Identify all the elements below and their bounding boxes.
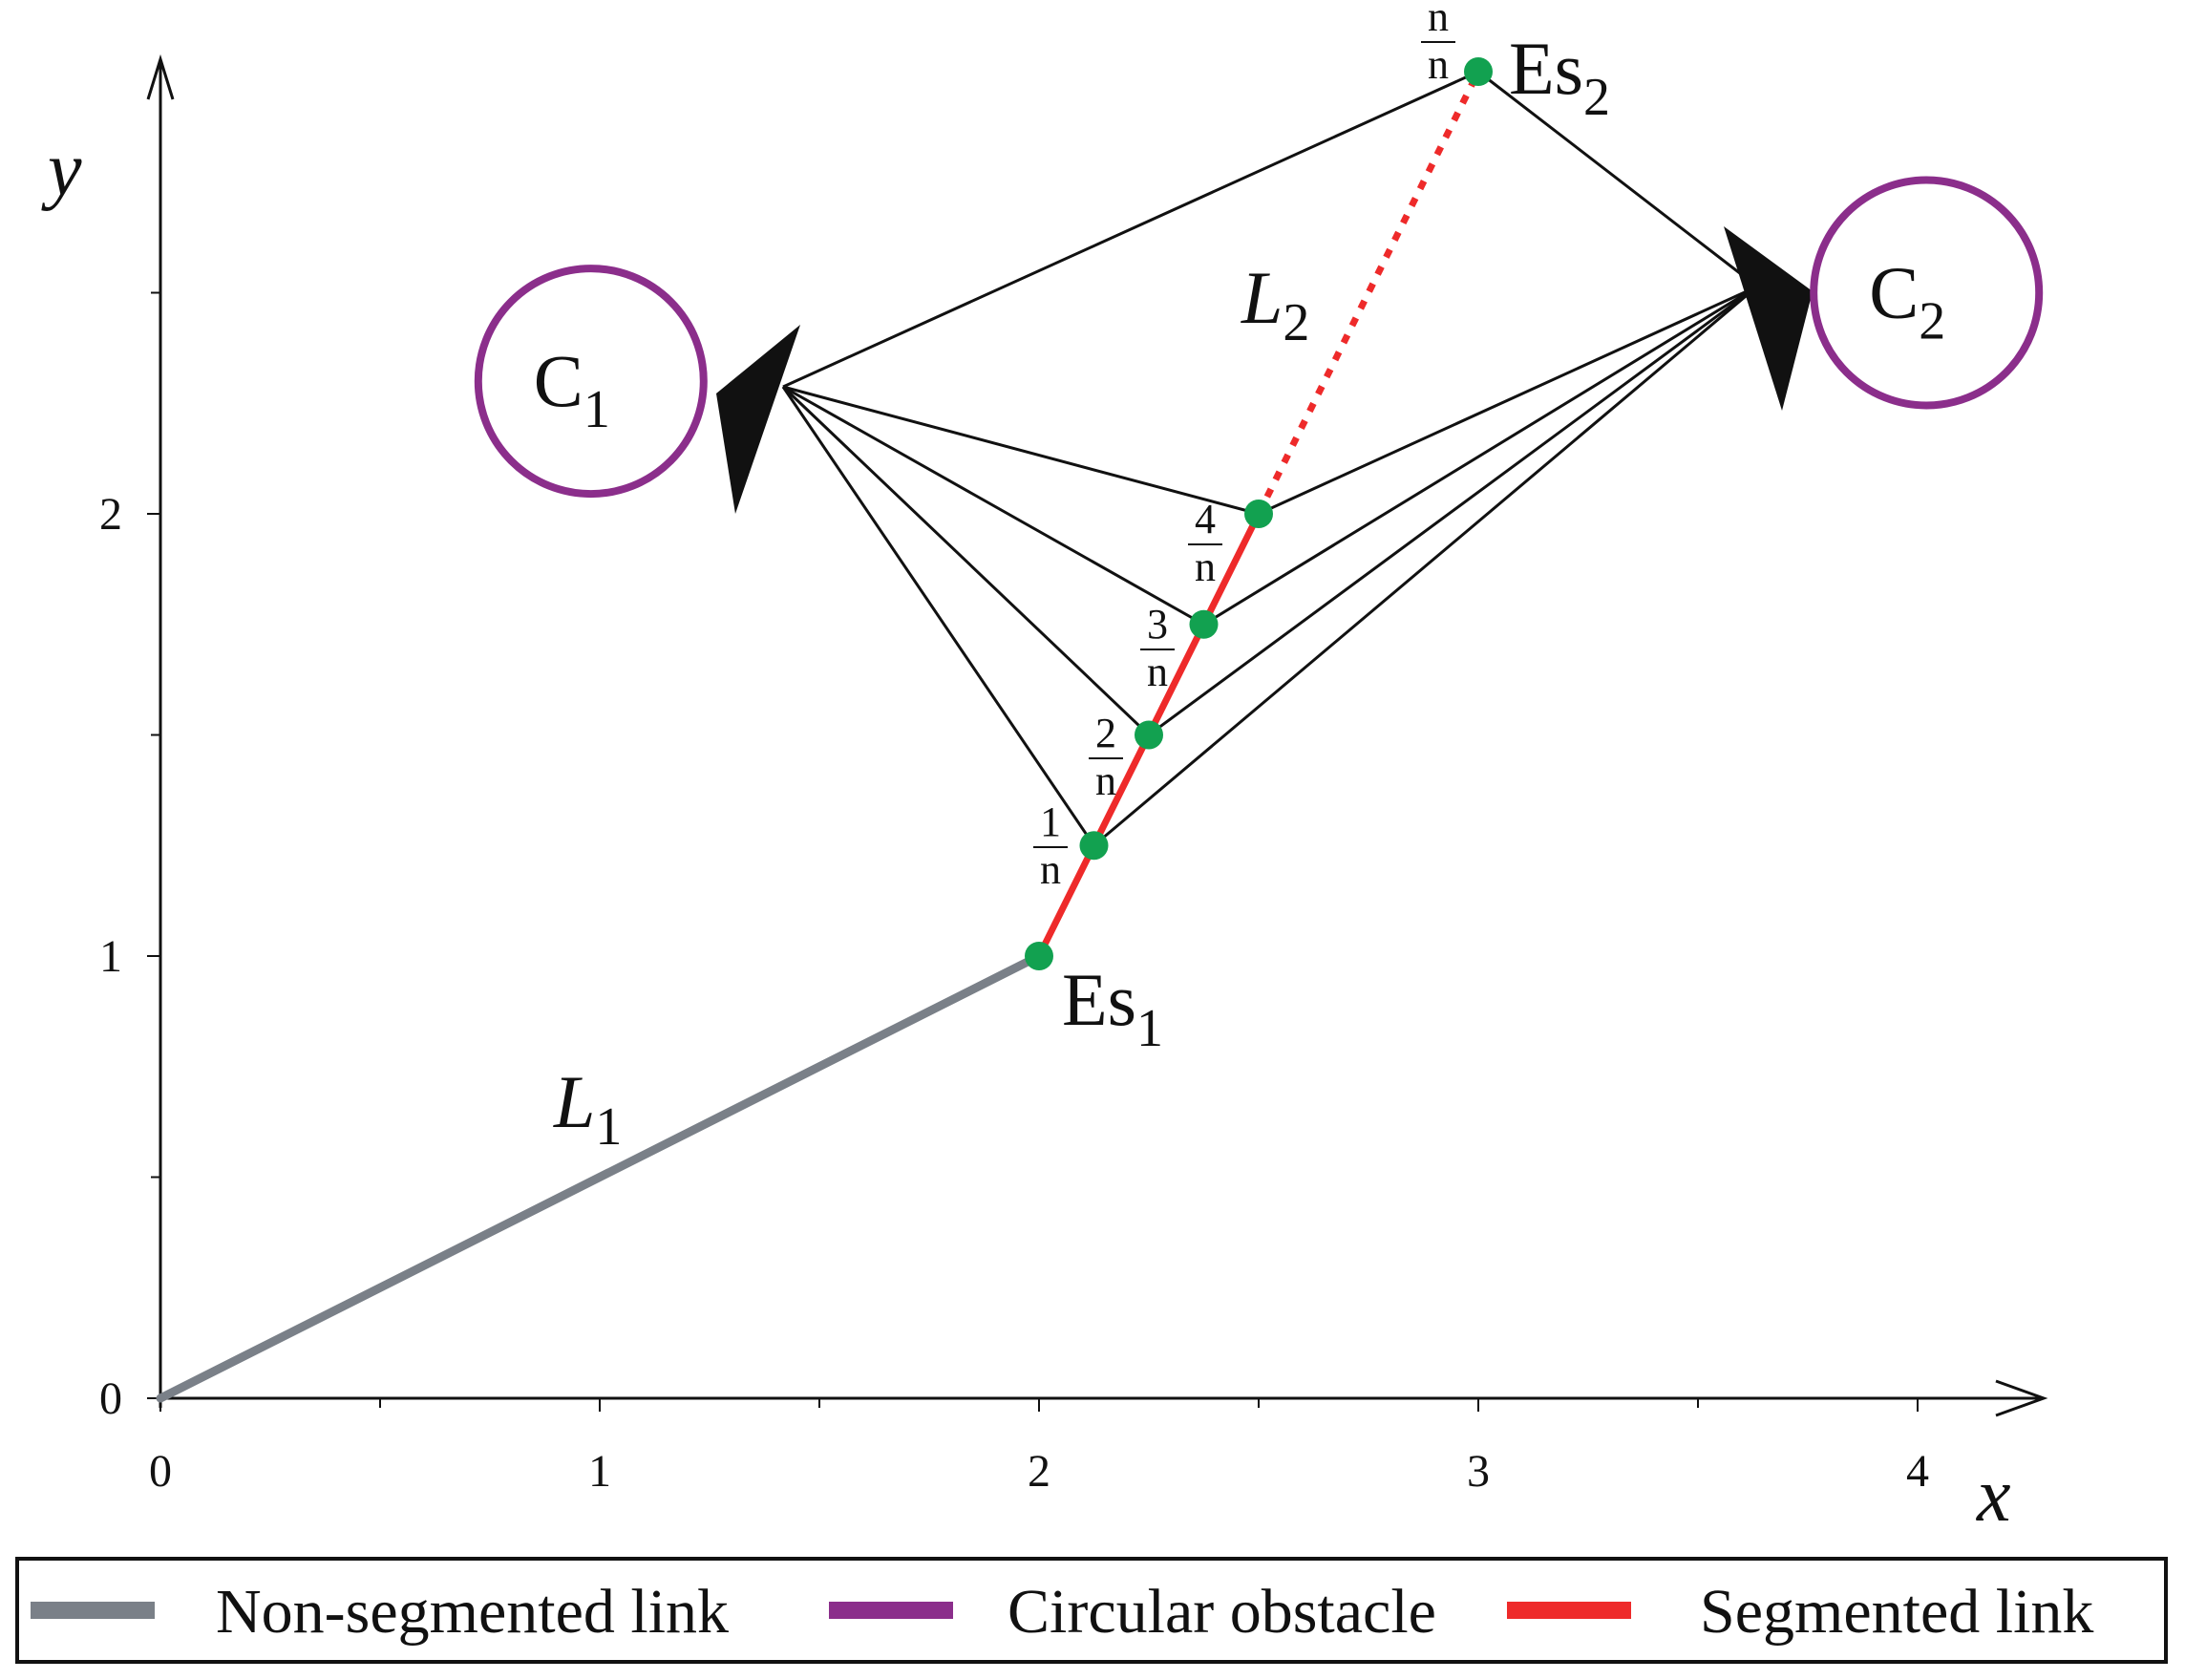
fraction-denominator: n	[1428, 41, 1449, 88]
fraction-numerator: 4	[1195, 496, 1216, 542]
fraction-denominator: n	[1147, 649, 1168, 695]
fraction-denominator: n	[1195, 543, 1216, 590]
fraction-denominator: n	[1095, 757, 1116, 804]
link-l1-label: L1	[553, 1060, 622, 1157]
link-l1-non-segmented	[156, 951, 1044, 1403]
fraction-denominator: n	[1040, 846, 1061, 893]
ray-to-c1	[782, 385, 1260, 516]
ray-to-c2	[1148, 285, 1758, 736]
legend-label-circular-obstacle: Circular obstacle	[1008, 1577, 1436, 1647]
x-axis-arrow	[1995, 1379, 2048, 1417]
fraction-label-4-over-n: 4n	[1188, 496, 1222, 590]
y-tick-label: 2	[99, 489, 122, 540]
legend-label-non-segmented: Non-segmented link	[216, 1577, 729, 1647]
fraction-numerator: n	[1428, 0, 1449, 40]
rays	[781, 70, 1758, 847]
link-l2-dotted	[1255, 70, 1482, 516]
point-4-over-n	[1244, 500, 1273, 528]
fraction-label-2-over-n: 2n	[1089, 710, 1123, 804]
ray-to-c2	[1092, 285, 1758, 847]
legend: Non-segmented link Circular obstacle Seg…	[15, 1557, 2168, 1664]
point-2-over-n	[1135, 720, 1163, 750]
point-es1	[1025, 942, 1053, 970]
obstacles: C1 C2	[474, 176, 2044, 499]
point-n-over-n	[1464, 57, 1493, 86]
ray-to-c2	[1477, 70, 1758, 288]
x-tick-label: 2	[1028, 1446, 1050, 1497]
obstacle-c1	[474, 265, 708, 499]
arrowheads	[716, 226, 1813, 514]
y-axis-arrow	[146, 53, 175, 100]
x-axis-label: x	[1976, 1454, 2011, 1538]
y-tick-label: 1	[99, 931, 122, 982]
fraction-numerator: 1	[1040, 798, 1061, 845]
x-tick-label: 0	[149, 1446, 172, 1497]
legend-label-segmented: Segmented link	[1700, 1577, 2093, 1647]
fraction-numerator: 3	[1147, 601, 1168, 648]
legend-swatch-non-segmented	[31, 1602, 155, 1619]
x-tick-label: 3	[1467, 1446, 1490, 1497]
arrowhead-c2	[1724, 226, 1813, 411]
fraction-label-3-over-n: 3n	[1140, 601, 1175, 695]
ray-to-c1	[782, 70, 1479, 389]
x-tick-label: 4	[1906, 1446, 1929, 1497]
ray-to-c1	[782, 385, 1205, 627]
x-ticks: 0 1 2 3 4	[149, 1398, 1929, 1497]
ray-to-c1	[781, 385, 1151, 736]
ray-to-c2	[1258, 285, 1758, 516]
obstacle-c1-label: C1	[534, 339, 610, 439]
endpoint-es1-label: Es1	[1062, 958, 1163, 1058]
ray-to-c1	[781, 386, 1095, 847]
obstacle-c2-label: C2	[1869, 251, 1945, 351]
legend-swatch-circular-obstacle	[829, 1602, 953, 1619]
y-ticks: 0 1 2	[99, 291, 160, 1424]
point-3-over-n	[1189, 609, 1219, 639]
legend-swatch-segmented	[1507, 1602, 1631, 1619]
y-axis-label: y	[41, 128, 82, 212]
arrowhead-c1	[716, 325, 800, 514]
obstacle-c2	[1810, 176, 2044, 410]
fraction-label-1-over-n: 1n	[1033, 798, 1068, 893]
fraction-numerator: 2	[1095, 710, 1116, 756]
segment-points	[1025, 57, 1493, 970]
y-tick-label: 0	[99, 1373, 122, 1424]
endpoint-es2-label: Es2	[1509, 27, 1610, 127]
ray-to-c2	[1202, 285, 1758, 627]
fraction-label-n-over-n: nn	[1421, 0, 1455, 88]
link-l2-label: L2	[1241, 256, 1309, 352]
x-tick-label: 1	[588, 1446, 611, 1497]
point-1-over-n	[1079, 831, 1109, 861]
